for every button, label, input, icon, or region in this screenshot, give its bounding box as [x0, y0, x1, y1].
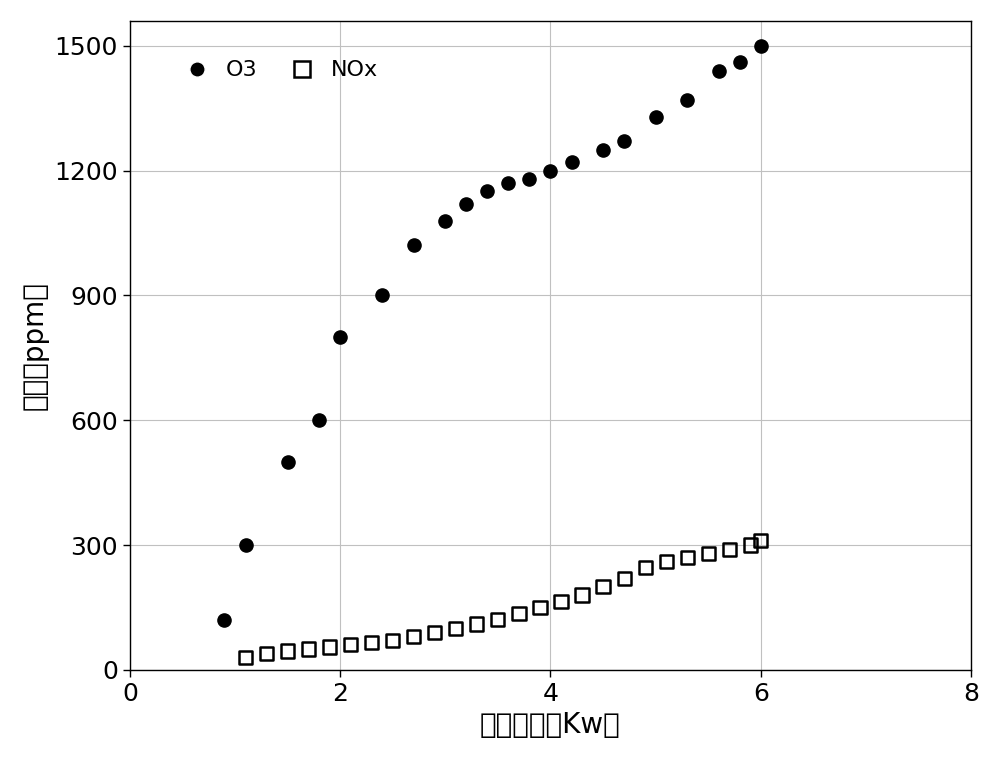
Point [637, 562, 653, 574]
Point [322, 641, 338, 653]
Point [280, 645, 296, 657]
Point [732, 56, 748, 68]
Point [532, 601, 548, 613]
Point [616, 135, 632, 147]
Point [500, 177, 516, 189]
Point [448, 622, 464, 635]
Point [406, 631, 422, 643]
Point [469, 618, 485, 630]
Point [753, 40, 769, 52]
Point [280, 456, 296, 468]
Point [595, 144, 611, 156]
Point [711, 65, 727, 77]
Point [311, 414, 327, 426]
Point [679, 552, 695, 564]
Point [742, 539, 758, 551]
Point [679, 93, 695, 106]
Point [259, 647, 275, 659]
Point [479, 185, 495, 198]
Point [238, 539, 254, 551]
Point [721, 543, 737, 556]
Point [374, 290, 390, 302]
Point [427, 626, 443, 638]
Point [753, 535, 769, 547]
Point [490, 614, 506, 626]
Point [437, 214, 453, 226]
Point [521, 173, 537, 185]
Point [700, 547, 716, 559]
Point [574, 589, 590, 601]
X-axis label: 输入功率（Kw）: 输入功率（Kw） [480, 711, 621, 739]
Point [542, 164, 558, 176]
Point [658, 556, 674, 568]
Point [364, 637, 380, 649]
Point [343, 638, 359, 651]
Point [616, 572, 632, 584]
Legend: O3, NOx: O3, NOx [166, 52, 387, 89]
Point [564, 157, 580, 169]
Point [553, 595, 569, 607]
Point [458, 198, 474, 210]
Point [406, 239, 422, 252]
Point [385, 635, 401, 647]
Point [238, 651, 254, 663]
Point [648, 110, 664, 122]
Point [301, 643, 317, 655]
Point [332, 331, 348, 343]
Y-axis label: 浓度）ppm）: 浓度）ppm） [21, 281, 49, 410]
Point [511, 607, 527, 619]
Point [216, 614, 232, 626]
Point [595, 581, 611, 593]
